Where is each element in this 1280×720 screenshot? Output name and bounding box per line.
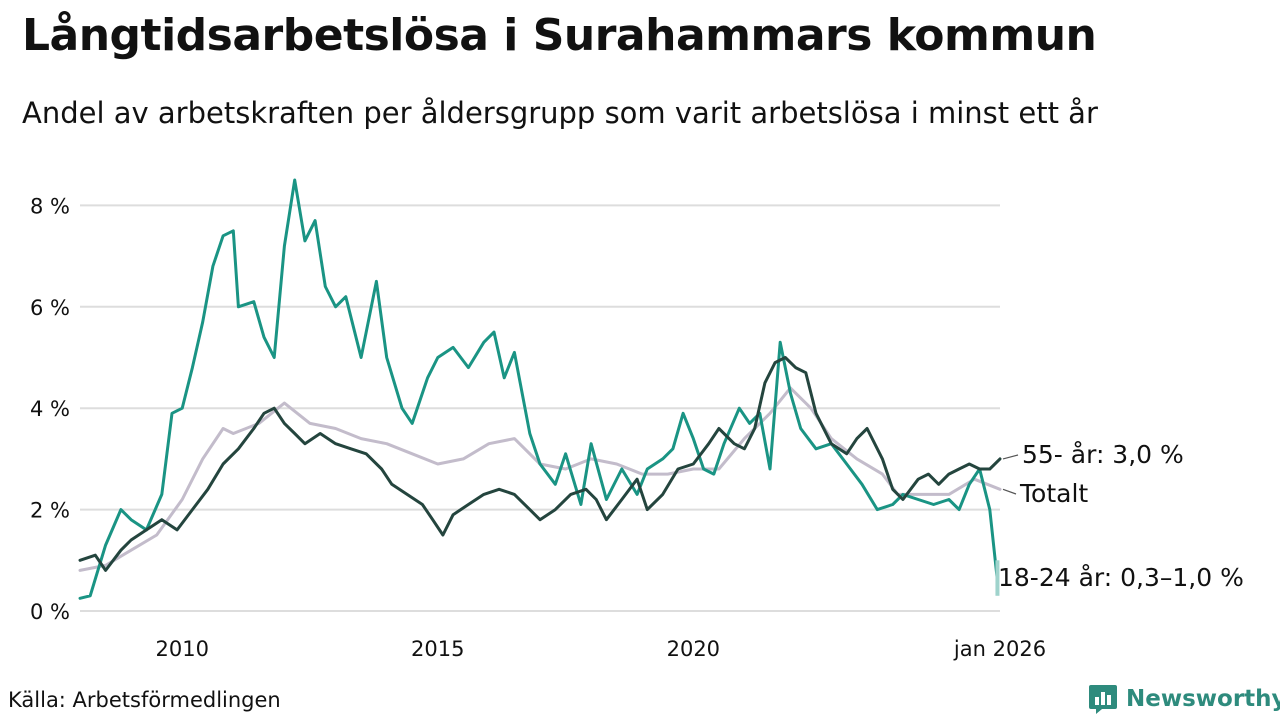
y-tick-label: 6 % xyxy=(30,296,70,320)
x-axis-labels: 2010 2015 2020 jan 2026 xyxy=(155,637,1046,661)
y-axis-labels: 0 % 2 % 4 % 6 % 8 % xyxy=(30,194,70,624)
series-line-totalt xyxy=(78,386,1002,572)
series-line-55-r xyxy=(78,356,1002,572)
series-lines xyxy=(78,178,1002,600)
y-tick-label: 8 % xyxy=(30,194,70,218)
end-label-totalt: Totalt xyxy=(1019,479,1088,508)
series-line-18-24-r xyxy=(78,178,999,600)
end-label-18-24-r: 18-24 år: 0,3–1,0 % xyxy=(998,563,1244,592)
chart-title: Långtidsarbetslösa i Surahammars kommun xyxy=(22,10,1097,61)
y-tick-label: 0 % xyxy=(30,600,70,624)
leader-line-totalt xyxy=(1002,488,1017,495)
series-end-labels: Totalt 18-24 år: 0,3–1,0 % 55- år: 3,0 % xyxy=(998,440,1244,592)
y-tick-label: 2 % xyxy=(30,499,70,523)
y-tick-label: 4 % xyxy=(30,397,70,421)
grid-lines xyxy=(80,204,1000,612)
x-tick-label: jan 2026 xyxy=(953,637,1046,661)
x-tick-label: 2020 xyxy=(667,637,720,661)
leader-line-55-r xyxy=(1002,454,1019,460)
brand-logo: Newsworthy xyxy=(1088,683,1280,715)
newsworthy-logo-icon xyxy=(1089,685,1117,714)
x-tick-label: 2010 xyxy=(155,637,208,661)
end-label-55-r: 55- år: 3,0 % xyxy=(1022,440,1184,469)
source-note: Källa: Arbetsförmedlingen xyxy=(8,688,281,712)
chart-subtitle: Andel av arbetskraften per åldersgrupp s… xyxy=(22,96,1098,130)
x-tick-label: 2015 xyxy=(411,637,464,661)
brand-name: Newsworthy xyxy=(1126,686,1280,712)
